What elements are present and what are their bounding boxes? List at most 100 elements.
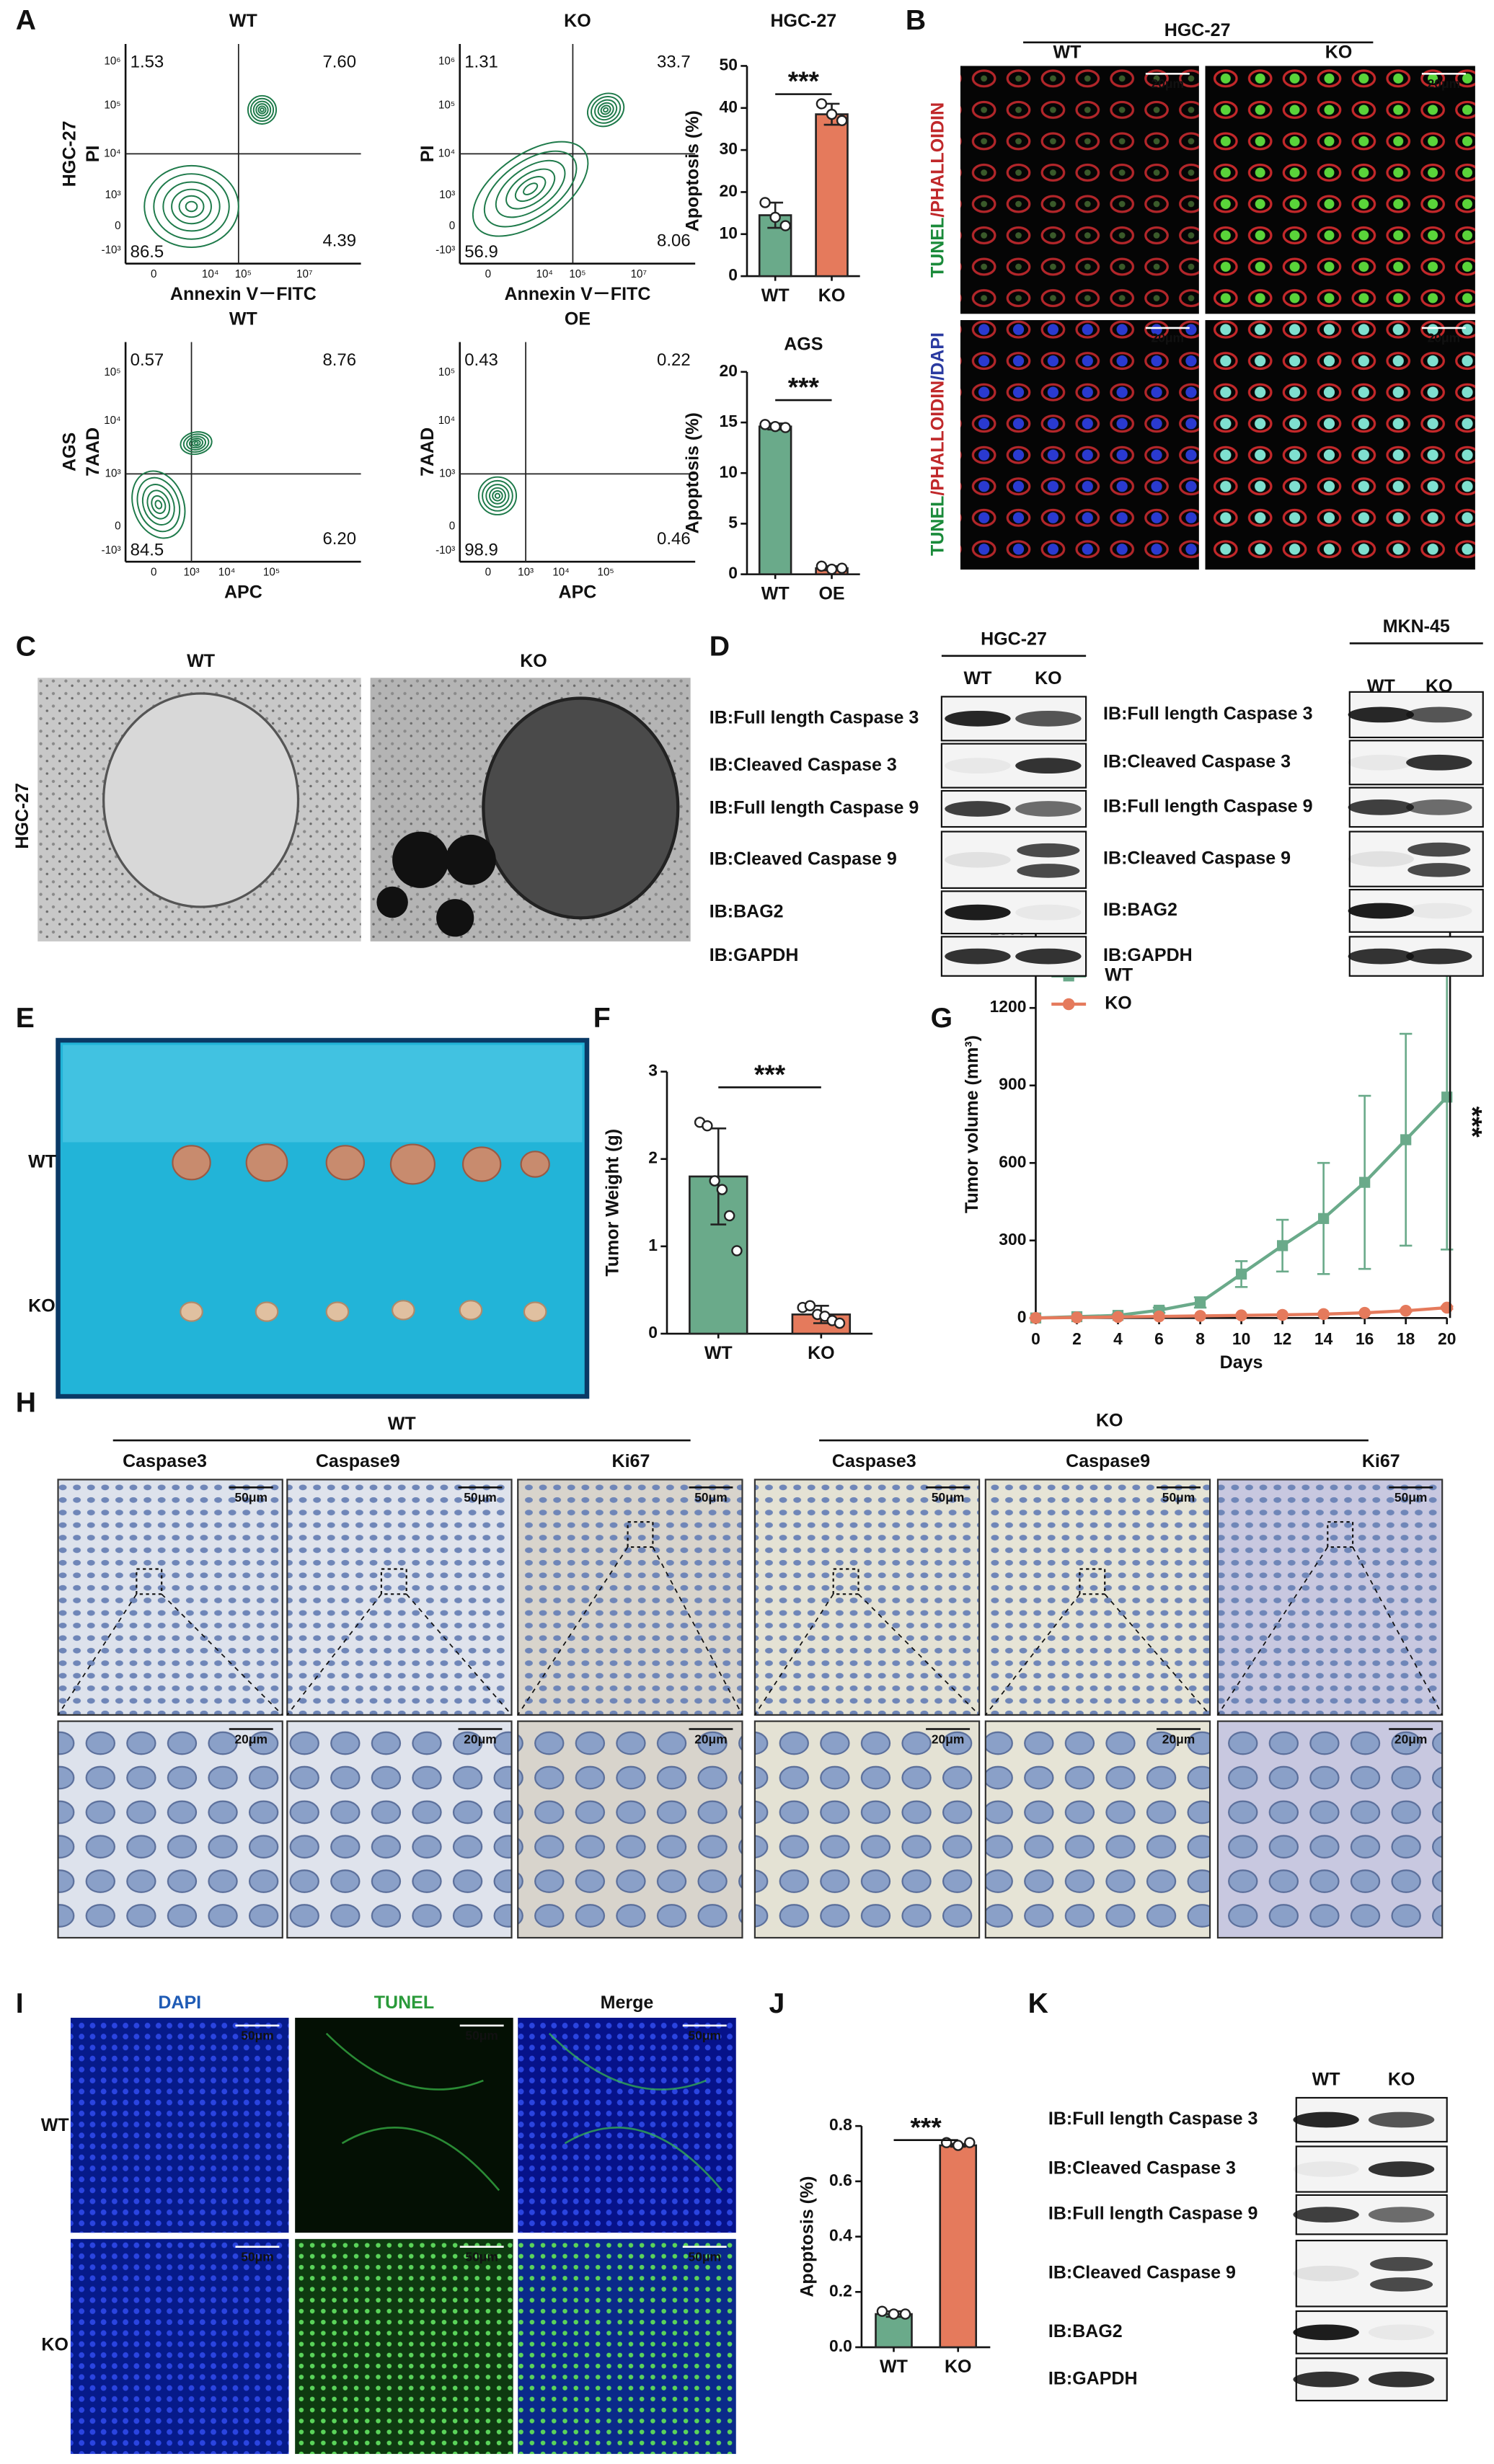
channel-label: Merge [601, 1993, 654, 2013]
panel-label: F [593, 1003, 611, 1034]
tumor [325, 1145, 366, 1181]
frame [1216, 1479, 1444, 1716]
marker [1153, 1310, 1165, 1323]
group-label: WT [388, 1414, 417, 1434]
data-point [899, 2308, 911, 2320]
blot-band [1368, 2161, 1435, 2177]
data-point [964, 2137, 976, 2148]
marker [1359, 1176, 1371, 1188]
contour [186, 435, 206, 451]
blot-band [1348, 851, 1414, 867]
y-tick-label: 30 [720, 139, 738, 158]
tumor [389, 1143, 436, 1185]
flow-x-tick: 0 [151, 268, 156, 280]
contour [494, 492, 501, 499]
marker-label: Caspase9 [1066, 1451, 1150, 1471]
blot-band [1015, 801, 1082, 817]
blot-band [945, 851, 1011, 868]
x-tick-label: WT [880, 2357, 909, 2377]
contour [180, 431, 213, 456]
marker [1317, 1308, 1330, 1321]
blot-band [1406, 754, 1472, 771]
y-tick-label: 20 [720, 181, 738, 200]
flow-x-label: APC [224, 582, 262, 602]
stain-part: /PHALLOIDIN [927, 102, 947, 218]
ihc-image-texture [287, 1479, 512, 1715]
y-tick-label: 40 [720, 97, 738, 116]
lane-label: WT [963, 668, 992, 688]
y-tick-label: 3 [648, 1061, 658, 1080]
y-tick-label: 10 [720, 223, 738, 242]
quadrant-value: 1.31 [464, 52, 498, 71]
y-tick-label: 0 [1017, 1307, 1027, 1326]
flow-y-tick: 10⁴ [438, 415, 455, 427]
quadrant-value: 1.53 [131, 52, 164, 71]
frame [57, 1720, 283, 1939]
flow-y-tick: 10⁵ [104, 366, 120, 378]
scale-bar-label: 50μm [932, 1490, 965, 1504]
contour [252, 100, 272, 120]
flow-y-tick: 10³ [439, 189, 455, 201]
marker [1030, 1312, 1042, 1324]
frame [984, 1720, 1211, 1939]
contour [247, 94, 278, 125]
y-tick-label: 0 [648, 1323, 658, 1342]
blot-row-label: IB:Full length Caspase 9 [1048, 2204, 1258, 2224]
legend-label: WT [1105, 965, 1133, 985]
flow-y-tick: 0 [449, 220, 455, 232]
ihc-zoom-texture [287, 1721, 512, 1938]
blot-frame [1295, 2239, 1448, 2308]
blot-band [1368, 2371, 1435, 2388]
frame [1216, 1720, 1444, 1939]
blot-row-label: IB:BAG2 [1048, 2321, 1123, 2341]
marker-label: Ki67 [612, 1451, 650, 1471]
data-point [815, 98, 828, 110]
scale-bar-label: 20μm [1152, 76, 1185, 91]
y-tick-label: 0.8 [829, 2115, 852, 2134]
blot-row-label: IB:BAG2 [710, 901, 784, 921]
flow-y-tick: -10³ [436, 544, 455, 557]
x-tick-label: 6 [1154, 1329, 1164, 1348]
nucleus [482, 696, 680, 920]
lane-label: KO [1388, 2070, 1415, 2090]
tumor [172, 1145, 211, 1181]
data-point [731, 1245, 743, 1257]
ihc-zoom-texture [985, 1721, 1211, 1938]
ihc-image-texture [58, 1479, 283, 1715]
bar [758, 425, 792, 575]
marker [1441, 1301, 1453, 1314]
tumor [255, 1301, 279, 1322]
stain-label: TUNEL/PHALLOIDIN [927, 102, 947, 278]
zoom-line [286, 1593, 513, 1716]
quadrant-value: 6.20 [322, 529, 356, 549]
significance: *** [788, 373, 820, 402]
x-axis-title: Days [1220, 1352, 1263, 1373]
zoom-box [1327, 1521, 1354, 1548]
x-tick-label: WT [704, 1343, 733, 1363]
marker [1358, 1306, 1371, 1319]
group-label: WT [41, 2115, 70, 2135]
panel-label: J [769, 1988, 784, 2019]
marker [1276, 1240, 1289, 1251]
quadrant-value: 0.57 [131, 350, 164, 370]
blot-band [1293, 2371, 1359, 2388]
contour [591, 96, 622, 124]
blot-band [1348, 948, 1414, 965]
legend-marker [1062, 998, 1075, 1011]
scale-bar-label: 50μm [241, 2029, 274, 2043]
marker [1276, 1308, 1289, 1321]
x-tick-label: 4 [1113, 1329, 1123, 1348]
flow-x-tick: 10⁵ [263, 566, 280, 578]
panel-label: A [16, 5, 36, 36]
ihc-zoom-texture [518, 1721, 743, 1938]
bar [815, 113, 849, 278]
flow-title: OE [565, 309, 591, 329]
y-tick-label: 0.4 [829, 2226, 852, 2245]
contour [257, 105, 267, 115]
blot-band [945, 948, 1011, 965]
flow-y-label: PI [83, 146, 103, 163]
flow-y-label: 7AAD [417, 427, 438, 477]
blot-band [1406, 706, 1472, 723]
blot-band [945, 801, 1011, 817]
flow-y-tick: 10⁵ [438, 99, 455, 111]
